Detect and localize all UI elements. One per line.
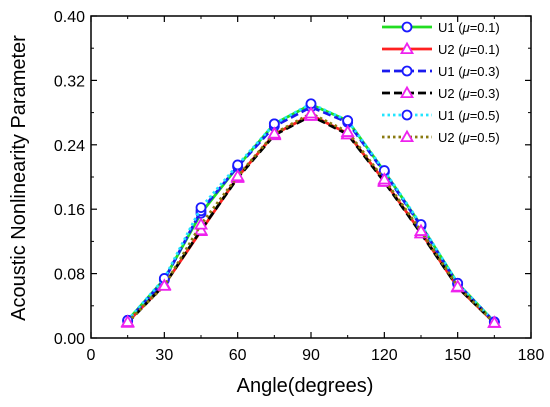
legend-label: U1 (μ=0.5) xyxy=(438,108,500,123)
y-tick-label: 0.08 xyxy=(54,267,85,284)
x-tick-label: 120 xyxy=(371,347,398,364)
x-tick-label: 90 xyxy=(302,347,320,364)
legend-label-tail: =0.5) xyxy=(470,130,500,145)
axes: 0 30 60 90 120 150 180 0.00 0.08 0.16 0.24 0.32 0.40 xyxy=(54,9,545,364)
y-tick-label: 0.24 xyxy=(54,138,85,155)
y-tick-label: 0.32 xyxy=(54,73,85,90)
legend-swatch-marker xyxy=(401,109,413,121)
legend-swatch-marker xyxy=(399,129,415,143)
data-point xyxy=(340,124,355,137)
x-tick-label: 150 xyxy=(444,347,471,364)
legend-label: U2 (μ=0.3) xyxy=(438,86,500,101)
series-layer xyxy=(120,98,502,328)
legend-label-main: U1 ( xyxy=(438,20,463,35)
legend-entry: U1 (μ=0.1) xyxy=(382,20,500,35)
x-tick-label: 30 xyxy=(155,347,173,364)
x-tick-label: 0 xyxy=(87,347,96,364)
legend-label-tail: =0.1) xyxy=(470,42,500,57)
legend-entry: U2 (μ=0.5) xyxy=(382,129,500,145)
data-point xyxy=(487,315,502,328)
data-point xyxy=(413,223,429,236)
legend-entry: U1 (μ=0.3) xyxy=(382,64,500,79)
legend-label-main: U2 ( xyxy=(438,86,463,101)
legend-label-mu: μ xyxy=(462,64,470,79)
legend-label-main: U2 ( xyxy=(438,130,463,145)
data-point xyxy=(267,126,282,139)
data-point xyxy=(303,106,319,119)
legend-label: U1 (μ=0.3) xyxy=(438,64,500,79)
series-line xyxy=(126,102,496,323)
legend-label-mu: μ xyxy=(462,20,470,35)
y-tick-label: 0.40 xyxy=(54,9,85,26)
legend-swatch-marker xyxy=(401,65,413,77)
series-6 xyxy=(120,106,502,328)
legend-label: U1 (μ=0.1) xyxy=(438,20,500,35)
x-tick-label: 180 xyxy=(518,347,545,364)
y-tick-label: 0.16 xyxy=(54,202,85,219)
y-axis-label: Acoustic Nonlinearity Parameter xyxy=(8,35,30,321)
legend: U1 (μ=0.1)U2 (μ=0.1)U1 (μ=0.3)U2 (μ=0.3)… xyxy=(382,20,500,145)
data-point xyxy=(342,115,354,127)
series-line xyxy=(126,113,496,324)
legend-label-mu: μ xyxy=(462,42,470,57)
legend-label-main: U1 ( xyxy=(438,64,463,79)
data-point xyxy=(230,168,245,182)
x-tick-label: 60 xyxy=(229,347,247,364)
data-point xyxy=(450,279,465,292)
legend-label-tail: =0.3) xyxy=(470,64,500,79)
legend-entry: U2 (μ=0.3) xyxy=(382,85,500,101)
legend-label-tail: =0.1) xyxy=(470,20,500,35)
data-point xyxy=(377,172,392,185)
legend-label-mu: μ xyxy=(462,86,470,101)
legend-label-main: U1 ( xyxy=(438,108,463,123)
data-point xyxy=(193,217,209,230)
legend-label-tail: =0.5) xyxy=(470,108,500,123)
legend-label-mu: μ xyxy=(462,130,470,145)
legend-swatch-marker xyxy=(401,21,413,33)
y-tick-label: 0.00 xyxy=(54,331,85,348)
legend-swatch-marker xyxy=(399,85,415,99)
legend-label-tail: =0.3) xyxy=(470,86,500,101)
legend-label-main: U2 ( xyxy=(438,42,463,57)
series-line xyxy=(126,114,496,324)
data-point xyxy=(157,278,172,291)
legend-label: U2 (μ=0.1) xyxy=(438,42,500,57)
legend-label: U2 (μ=0.5) xyxy=(438,130,500,145)
legend-label-mu: μ xyxy=(462,108,470,123)
data-point xyxy=(232,159,244,171)
data-point xyxy=(120,314,135,327)
legend-swatch-marker xyxy=(399,41,415,55)
data-point xyxy=(195,202,207,213)
legend-entry: U2 (μ=0.1) xyxy=(382,41,500,57)
legend-entry: U1 (μ=0.5) xyxy=(382,108,500,123)
x-axis-label: Angle(degrees) xyxy=(237,375,374,397)
